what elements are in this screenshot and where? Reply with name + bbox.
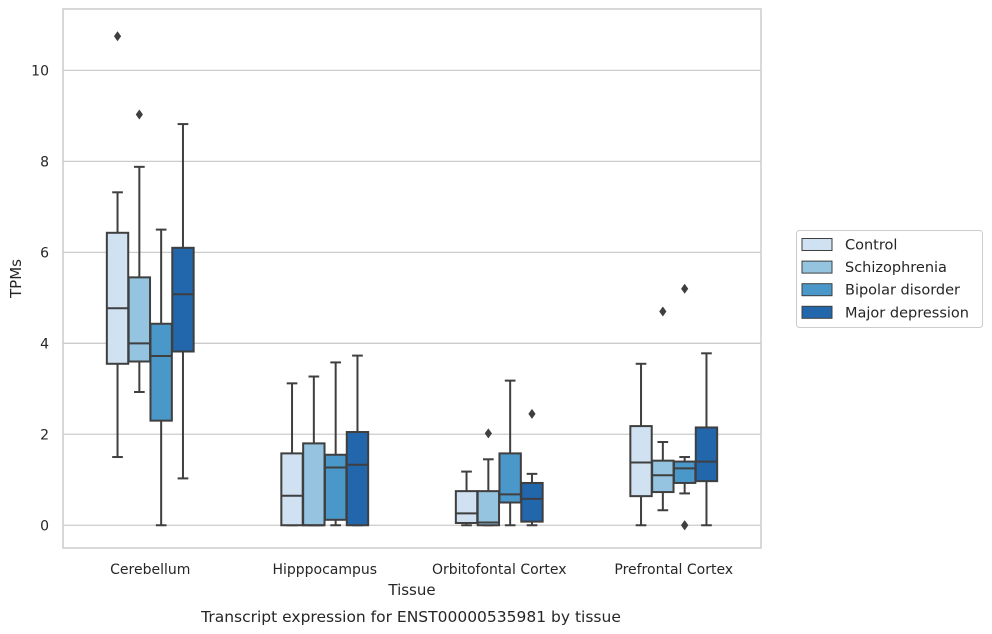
- x-tick-label: Orbitofontal Cortex: [432, 562, 567, 578]
- y-axis-label: TPMs: [7, 259, 25, 299]
- box-group: [149, 228, 173, 527]
- box-group: [520, 408, 544, 527]
- outlier-point: [484, 428, 492, 439]
- y-tick-label: 4: [40, 336, 49, 352]
- legend-label: Bipolar disorder: [845, 283, 960, 299]
- box-group: [629, 362, 653, 527]
- legend-swatch: [801, 238, 833, 251]
- x-tick-labels: Cerebellum Hipppocampus Orbitofontal Corte…: [110, 562, 733, 578]
- box-iqr: [629, 425, 653, 498]
- box-iqr: [476, 490, 501, 527]
- box-group: [672, 283, 697, 531]
- box-iqr: [127, 276, 152, 363]
- box-iqr: [651, 459, 675, 494]
- y-tick-label: 10: [31, 63, 49, 79]
- outlier-point: [659, 306, 667, 317]
- box-iqr: [454, 490, 479, 524]
- box-iqr: [302, 442, 326, 527]
- box-group: [345, 354, 370, 527]
- box-group: [694, 352, 719, 527]
- box-iqr: [171, 246, 195, 353]
- box-group: [651, 306, 675, 512]
- box-group: [171, 123, 195, 480]
- box-group: [105, 31, 130, 459]
- box-iqr: [323, 453, 348, 521]
- box-group: [302, 375, 326, 527]
- y-tick-label: 8: [40, 154, 49, 170]
- x-tick-label: Hipppocampus: [272, 562, 377, 578]
- outlier-point: [528, 408, 536, 419]
- legend-label: Major depression: [845, 305, 969, 321]
- legend-swatch: [801, 260, 833, 274]
- box-group: [476, 428, 501, 527]
- x-tick-label: Prefrontal Cortex: [614, 562, 733, 578]
- x-tick-label: Cerebellum: [110, 562, 190, 578]
- box-group: [323, 361, 348, 527]
- box-iqr: [694, 426, 719, 483]
- legend-label: Schizophrenia: [845, 260, 947, 276]
- legend: Control Schizophrenia Bipolar disorder Majo…: [796, 230, 983, 328]
- box-iqr: [498, 452, 522, 504]
- outlier-point: [681, 283, 689, 294]
- legend-swatch: [801, 283, 833, 297]
- outlier-point: [113, 31, 122, 42]
- box-iqr: [105, 231, 130, 365]
- plot-frame: [62, 8, 762, 549]
- y-tick-label: 2: [40, 427, 49, 443]
- box-iqr: [345, 431, 370, 527]
- y-tick-label: 0: [40, 518, 49, 534]
- box-iqr: [672, 460, 697, 484]
- box-group: [280, 382, 304, 527]
- box-iqr: [280, 452, 304, 527]
- chart-caption: Transcript expression for ENST0000053598…: [200, 608, 621, 626]
- x-axis-label: Tissue: [387, 581, 435, 599]
- box-group: [127, 109, 152, 393]
- legend-label: Control: [845, 238, 897, 254]
- box-group: [498, 379, 522, 527]
- legend-swatch: [801, 305, 833, 319]
- y-tick-label: 6: [40, 245, 49, 261]
- outlier-point: [135, 109, 143, 120]
- boxes-layer: [105, 31, 719, 531]
- legend-frame: [796, 230, 983, 328]
- y-tick-labels: 0 2 4 6 8 10: [31, 63, 49, 534]
- box-iqr: [520, 481, 544, 523]
- outlier-point: [681, 520, 689, 531]
- box-iqr: [149, 322, 173, 422]
